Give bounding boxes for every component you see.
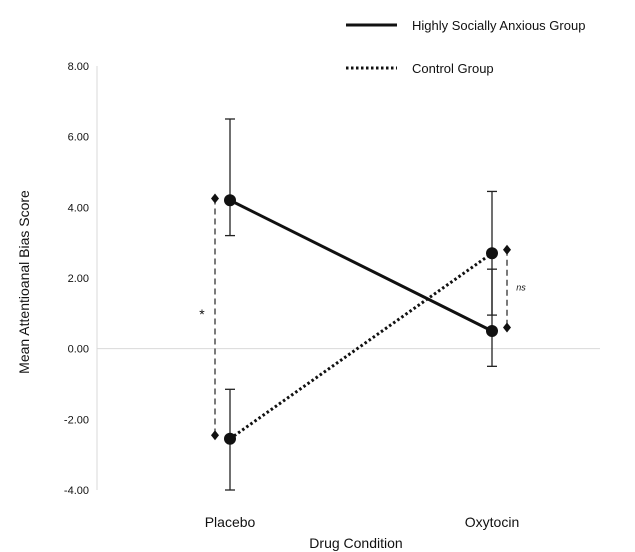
y-tick-label: -2.00 xyxy=(64,414,89,426)
data-point xyxy=(486,247,498,260)
bracket-end-marker xyxy=(211,430,219,441)
y-tick-label: 0.00 xyxy=(68,344,89,356)
y-tick-label: -4.00 xyxy=(64,485,89,497)
plot-area: -4.00 -2.00 0.00 2.00 4.00 6.00 8.00 Placebo Oxy… xyxy=(64,18,600,530)
y-tick-label: 8.00 xyxy=(68,61,89,73)
x-tick-label: Oxytocin xyxy=(465,514,519,530)
y-tick-label: 6.00 xyxy=(68,132,89,144)
data-point xyxy=(224,432,236,445)
series-line xyxy=(229,252,493,440)
bracket-end-marker xyxy=(503,244,511,255)
bracket-end-marker xyxy=(211,193,219,204)
data-point xyxy=(224,194,236,207)
bracket-end-marker xyxy=(503,322,511,333)
legend-label: Control Group xyxy=(412,61,494,76)
x-axis-title: Drug Condition xyxy=(309,535,402,551)
x-tick-label: Placebo xyxy=(205,514,256,530)
data-point xyxy=(486,325,498,337)
y-axis-title: Mean Attentioanal Bias Score xyxy=(16,190,32,374)
y-tick-label: 2.00 xyxy=(68,273,89,285)
significance-label: * xyxy=(199,306,205,322)
legend-label: Highly Socially Anxious Group xyxy=(412,18,585,33)
y-tick-label: 4.00 xyxy=(68,202,89,214)
significance-label: ns xyxy=(516,283,526,293)
series-line xyxy=(229,198,493,333)
